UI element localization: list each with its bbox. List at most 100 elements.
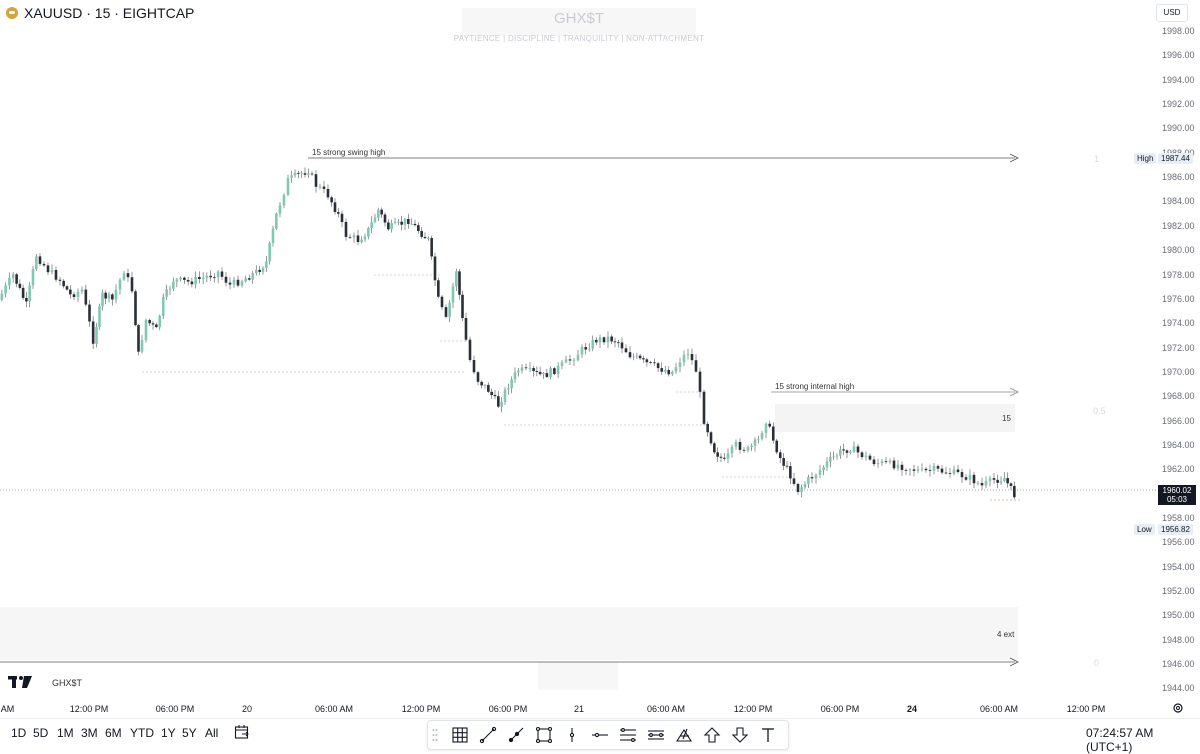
candle-body	[944, 472, 948, 474]
candle-body	[80, 289, 84, 292]
range-3m-button[interactable]: 3M	[81, 726, 98, 740]
calendar-goto-icon[interactable]	[234, 724, 250, 740]
gear-icon[interactable]	[1172, 702, 1184, 714]
price-tick: 1984.00	[1162, 196, 1195, 207]
candle-body	[251, 273, 255, 280]
low-label: Low	[1134, 524, 1155, 535]
candle-body	[261, 267, 265, 272]
candle-body	[275, 213, 278, 229]
range-ytd-button[interactable]: YTD	[130, 726, 154, 740]
candle-body	[50, 269, 54, 273]
drag-handle-icon[interactable]	[430, 725, 440, 745]
price-tick: 1978.00	[1162, 269, 1195, 280]
ray-icon[interactable]	[506, 725, 526, 745]
symbol-title[interactable]: XAUUSD · 15 · EIGHTCAP	[24, 5, 195, 21]
candle-body	[360, 239, 363, 243]
price-tick: 1956.00	[1162, 537, 1195, 548]
rectangle-icon[interactable]	[534, 725, 554, 745]
price-tick: 1964.00	[1162, 439, 1195, 450]
candle-body	[606, 336, 610, 343]
candle-body	[282, 194, 286, 206]
price-tick: 1998.00	[1162, 26, 1195, 36]
price-axis[interactable]: 1998.00 1996.00 1994.00 1992.00 1990.00 1988.…	[1130, 0, 1200, 700]
candle-body	[713, 443, 716, 453]
candle-body	[201, 277, 205, 279]
candle-body	[322, 186, 326, 189]
arrow-up-icon[interactable]	[702, 725, 722, 745]
candle-body	[556, 365, 560, 374]
candle-body	[165, 289, 168, 297]
candle-body	[880, 461, 884, 464]
candle-body	[810, 477, 814, 479]
candle-body	[393, 222, 397, 224]
price-tick: 1944.00	[1162, 683, 1195, 694]
candle-body	[690, 354, 694, 361]
candle-body	[642, 358, 645, 360]
range-6m-button[interactable]: 6M	[105, 726, 122, 740]
candle-body	[932, 466, 936, 471]
vertical-line-icon[interactable]	[562, 725, 582, 745]
candle-body	[818, 470, 822, 475]
candle-body	[594, 339, 598, 343]
candle-body	[373, 217, 377, 223]
candle-body	[363, 236, 367, 240]
range-5y-button[interactable]: 5Y	[182, 726, 197, 740]
candle-body	[940, 468, 944, 473]
currency-button[interactable]: USD	[1156, 4, 1188, 22]
price-tick: 1976.00	[1162, 293, 1195, 304]
text-icon[interactable]	[758, 725, 778, 745]
candle-body	[613, 341, 617, 343]
range-1y-button[interactable]: 1Y	[161, 726, 176, 740]
candle-body	[303, 173, 307, 175]
candle-body	[352, 235, 356, 238]
candle-body	[400, 221, 403, 225]
grid-icon[interactable]	[450, 725, 470, 745]
candle-body	[992, 478, 996, 480]
candle-body	[232, 279, 236, 285]
candle-body	[370, 222, 373, 228]
candle-body	[960, 472, 964, 478]
candle-body	[118, 279, 122, 290]
horizontal-line-icon[interactable]	[590, 725, 610, 745]
price-tick: 1968.00	[1162, 391, 1195, 402]
candle-body	[1006, 478, 1009, 484]
candle-body	[228, 282, 232, 285]
range-5d-button[interactable]: 5D	[33, 726, 49, 740]
symbol-header[interactable]: XAUUSD · 15 · EIGHTCAP	[6, 4, 194, 22]
brush-icon[interactable]	[674, 725, 694, 745]
exchange-logo-icon	[6, 7, 18, 19]
candle-body	[984, 481, 988, 486]
candle-body	[757, 438, 760, 440]
candle-body	[667, 370, 671, 375]
candle-body	[653, 362, 656, 364]
regression-channel-icon[interactable]	[646, 725, 666, 745]
parallel-channel-icon[interactable]	[618, 725, 638, 745]
candle-body	[190, 281, 194, 285]
candle-body	[35, 256, 38, 270]
range-1d-button[interactable]: 1D	[11, 726, 27, 740]
watermark-box	[462, 8, 696, 36]
candle-body	[884, 461, 888, 463]
candle-body	[122, 273, 126, 280]
candle-body	[702, 391, 706, 424]
candle-body	[750, 445, 753, 447]
candle-body	[464, 318, 468, 340]
candle-body	[423, 236, 427, 239]
range-1m-button[interactable]: 1M	[57, 726, 74, 740]
price-tick: 1990.00	[1162, 123, 1195, 134]
range-all-button[interactable]: All	[205, 726, 219, 740]
low-value: 1956.82	[1158, 524, 1193, 535]
candle-body	[742, 449, 746, 451]
candle-body	[738, 441, 742, 450]
candle-body	[348, 236, 352, 238]
arrow-down-icon[interactable]	[730, 725, 750, 745]
price-chart[interactable]: 15 strong swing high 15 strong internal …	[0, 0, 1200, 700]
candle-body	[628, 352, 632, 358]
candle-body	[645, 359, 649, 363]
candle-body	[800, 487, 803, 493]
candle-body	[803, 483, 807, 488]
countdown-value: 05:03	[1166, 495, 1188, 504]
candle-body	[694, 360, 698, 372]
trend-line-icon[interactable]	[478, 725, 498, 745]
candle-body	[300, 173, 303, 175]
